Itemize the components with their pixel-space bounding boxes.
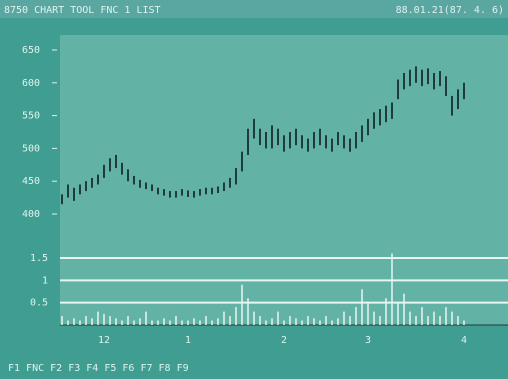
x-tick-label: 4 (461, 335, 467, 346)
y-tick-label: 400 (22, 209, 40, 220)
y-tick-label: 550 (22, 111, 40, 122)
x-tick-label: 2 (281, 335, 287, 346)
y-tick-label: 500 (22, 143, 40, 154)
y-tick-label: 600 (22, 78, 40, 89)
volume-tick-label: 1.5 (30, 253, 48, 264)
y-tick-label: 650 (22, 45, 40, 56)
x-tick-label: 12 (98, 335, 110, 346)
x-tick-label: 1 (185, 335, 191, 346)
header-right: 88.01.21(87. 4. 6) (396, 5, 504, 16)
header-bar (0, 0, 508, 18)
volume-tick-label: 1 (42, 275, 48, 286)
y-tick-label: 450 (22, 176, 40, 187)
x-tick-label: 3 (365, 335, 371, 346)
header-left: 8750 CHART TOOL FNC 1 LIST (4, 5, 161, 16)
volume-tick-label: 0.5 (30, 298, 48, 309)
footer: F1 FNC F2 F3 F4 F5 F6 F7 F8 F9 (8, 363, 189, 374)
